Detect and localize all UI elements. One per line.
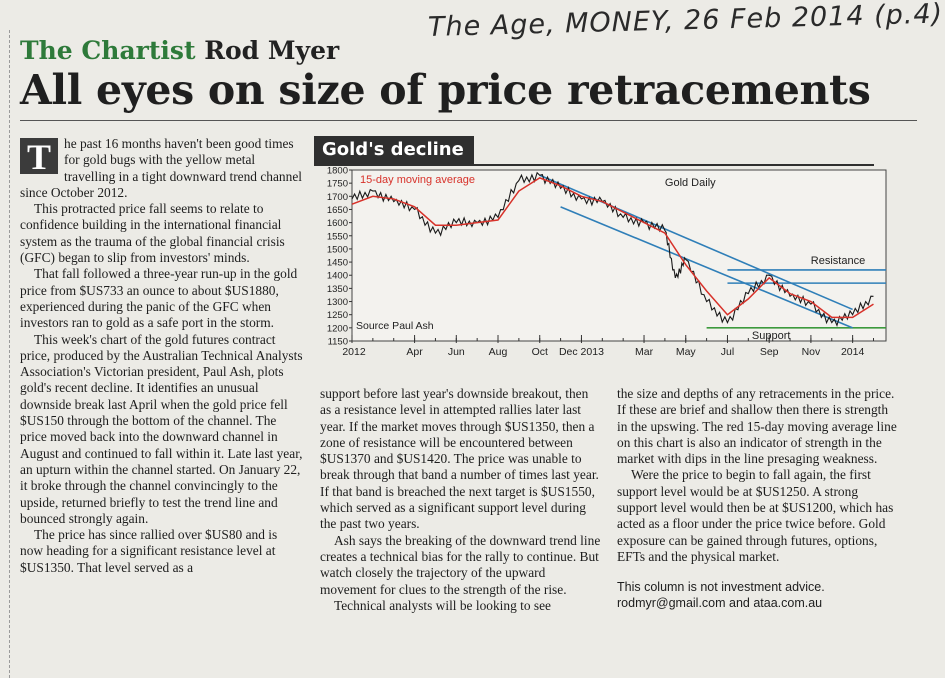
paragraph: support before last year's downside brea… bbox=[320, 386, 599, 532]
headline: All eyes on size of price retracements bbox=[20, 66, 871, 114]
article-column-3: the size and depths of any retracements … bbox=[617, 386, 897, 611]
y-tick-label: 1750 bbox=[327, 179, 348, 190]
paragraph: The price has since rallied over $US80 a… bbox=[20, 527, 278, 575]
clipping-edge bbox=[9, 30, 10, 678]
channel-line-upper bbox=[539, 174, 853, 311]
x-tick-label: Jun bbox=[448, 346, 465, 358]
y-tick-label: 1450 bbox=[327, 258, 348, 269]
plot-area bbox=[351, 169, 887, 342]
x-tick-label: 2014 bbox=[841, 346, 865, 358]
paragraph: This week's chart of the gold futures co… bbox=[20, 331, 303, 526]
x-tick-label: May bbox=[676, 346, 697, 358]
x-tick-label: Aug bbox=[489, 346, 508, 358]
y-tick-label: 1150 bbox=[328, 337, 348, 348]
paragraph: That fall followed a three-year run-up i… bbox=[20, 266, 298, 331]
y-tick-label: 1800 bbox=[327, 166, 348, 177]
contact-text: rodmyr@gmail.com and ataa.com.au bbox=[617, 596, 823, 611]
disclaimer-note: This column is not investment advice. ro… bbox=[617, 579, 897, 611]
moving-average-line bbox=[351, 177, 874, 319]
x-tick-label: Sep bbox=[760, 346, 779, 358]
drop-cap: T bbox=[20, 138, 58, 176]
headline-rule bbox=[20, 120, 917, 121]
x-tick-label: Jul bbox=[721, 346, 734, 358]
gold-chart: Gold's decline 1150 1200 1250 1300 1350 1400 1… bbox=[314, 136, 894, 368]
x-tick-label: Dec 2013 bbox=[559, 346, 604, 358]
handwritten-annotation: The Age, MONEY, 26 Feb 2014 (p.4) bbox=[427, 0, 944, 43]
x-tick-label: Apr bbox=[406, 346, 423, 358]
author-name: Rod Myer bbox=[204, 36, 340, 65]
channel-line-lower bbox=[560, 206, 853, 329]
y-tick-label: 1500 bbox=[327, 244, 348, 255]
x-tick-label: Oct bbox=[532, 346, 548, 358]
y-tick-label: 1700 bbox=[327, 192, 348, 203]
column-kicker: The Chartist Rod Myer bbox=[20, 36, 339, 65]
y-tick-label: 1200 bbox=[327, 323, 348, 334]
y-tick-label: 1550 bbox=[327, 231, 348, 242]
paragraph: Ash says the breaking of the downward tr… bbox=[320, 532, 601, 597]
article-column-2: support before last year's downside brea… bbox=[320, 386, 602, 614]
legend-moving-average: 15-day moving average bbox=[360, 174, 475, 186]
support-label: Support bbox=[752, 330, 791, 342]
paragraph: the size and depths of any retracements … bbox=[617, 386, 897, 467]
y-tick-label: 1650 bbox=[327, 205, 348, 216]
chart-title: Gold's decline bbox=[314, 136, 874, 166]
chart-source: Source Paul Ash bbox=[356, 320, 434, 332]
y-tick-label: 1600 bbox=[327, 218, 348, 229]
y-tick-label: 1350 bbox=[327, 284, 348, 295]
y-tick-label: 1400 bbox=[327, 271, 348, 282]
chart-svg: 1150 1200 1250 1300 1350 1400 1450 1500 1550 1600… bbox=[327, 166, 887, 358]
resistance-label: Resistance bbox=[811, 255, 865, 267]
y-tick-label: 1250 bbox=[327, 310, 348, 321]
disclaimer-text: This column is not investment advice. bbox=[617, 580, 825, 595]
paragraph: This protracted price fall seems to rela… bbox=[20, 201, 285, 266]
paragraph: Were the price to begin to fall again, t… bbox=[617, 467, 894, 564]
y-tick-label: 1300 bbox=[327, 297, 348, 308]
chart-subtitle: Gold Daily bbox=[665, 177, 716, 189]
kicker-label: The Chartist bbox=[20, 36, 196, 65]
paragraph: Technical analysts will be looking to se… bbox=[334, 597, 551, 613]
x-tick-label: Nov bbox=[802, 346, 821, 358]
x-tick-label: 2012 bbox=[342, 346, 366, 358]
x-tick-label: Mar bbox=[635, 346, 654, 358]
